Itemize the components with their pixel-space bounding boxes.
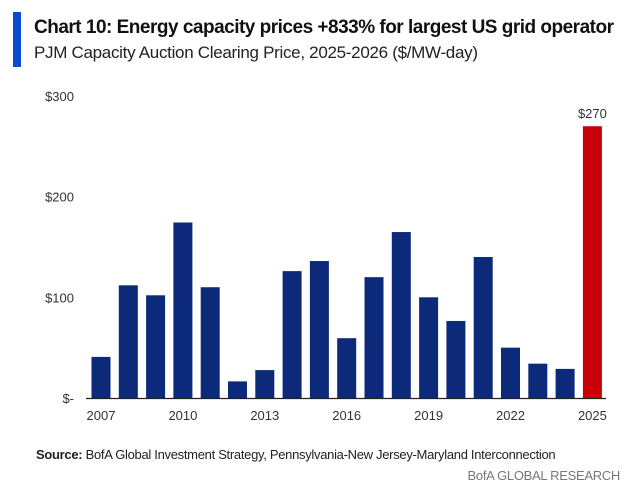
bar-2013 — [255, 370, 275, 398]
bar-2017 — [364, 277, 384, 398]
bar-2009 — [146, 295, 166, 398]
bar-2015 — [309, 261, 329, 398]
x-tick-label: 2025 — [578, 408, 607, 423]
bar-2023 — [528, 363, 548, 398]
y-tick-label: $100 — [45, 290, 74, 305]
bar-2011 — [200, 287, 220, 398]
bar-2020 — [446, 320, 466, 398]
y-tick-label: $200 — [45, 190, 74, 205]
brand-label: BofA GLOBAL RESEARCH — [467, 468, 621, 483]
x-tick-label: 2013 — [250, 408, 279, 423]
bar-2016 — [337, 338, 357, 398]
bar-2007 — [91, 356, 111, 398]
data-label: $270 — [578, 106, 607, 121]
source-text: BofA Global Investment Strategy, Pennsyl… — [82, 447, 556, 462]
y-tick-label: $- — [62, 391, 74, 406]
x-tick-label: 2022 — [496, 408, 525, 423]
bar-2018 — [391, 232, 411, 398]
bar-2008 — [118, 285, 138, 398]
bar-2010 — [173, 222, 193, 398]
x-tick-label: 2019 — [414, 408, 443, 423]
bar-2024 — [555, 368, 575, 398]
title-accent-bar — [13, 12, 21, 67]
bar-2014 — [282, 271, 302, 398]
chart-title: Chart 10: Energy capacity prices +833% f… — [34, 17, 614, 38]
bar-2025 — [582, 126, 602, 399]
bar-2022 — [501, 347, 520, 398]
bar-2012 — [228, 381, 247, 398]
bar-2021 — [473, 257, 493, 398]
chart-subtitle: PJM Capacity Auction Clearing Price, 202… — [34, 43, 478, 62]
x-tick-label: 2016 — [332, 408, 361, 423]
source-label: Source: — [36, 447, 83, 462]
x-tick-label: 2007 — [87, 408, 116, 423]
source-note: Source: BofA Global Investment Strategy,… — [36, 447, 556, 462]
bar-2019 — [419, 297, 439, 398]
y-tick-label: $300 — [45, 89, 74, 104]
x-tick-label: 2010 — [168, 408, 197, 423]
